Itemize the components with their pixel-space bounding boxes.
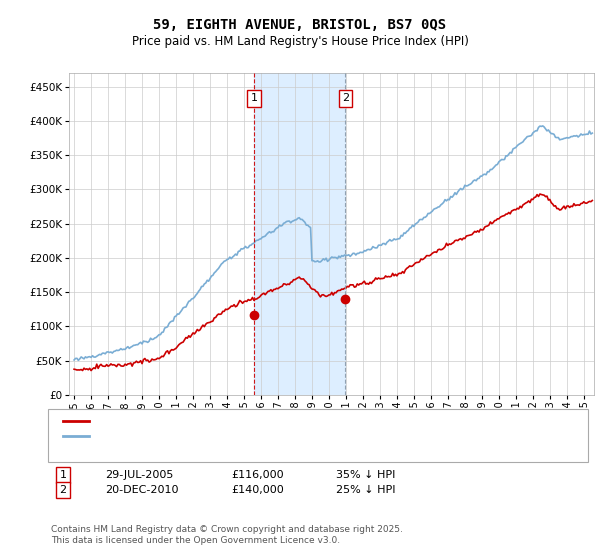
Text: £140,000: £140,000 bbox=[231, 485, 284, 495]
Text: 59, EIGHTH AVENUE, BRISTOL, BS7 0QS (semi-detached house): 59, EIGHTH AVENUE, BRISTOL, BS7 0QS (sem… bbox=[93, 416, 423, 426]
Text: 29-JUL-2005: 29-JUL-2005 bbox=[105, 470, 173, 480]
Text: 2: 2 bbox=[342, 94, 349, 104]
Text: 20-DEC-2010: 20-DEC-2010 bbox=[105, 485, 179, 495]
Bar bbox=[254, 73, 346, 395]
Text: 25% ↓ HPI: 25% ↓ HPI bbox=[336, 485, 395, 495]
Text: 2: 2 bbox=[59, 485, 67, 495]
Text: HPI: Average price, semi-detached house, South Gloucestershire: HPI: Average price, semi-detached house,… bbox=[93, 431, 431, 441]
Text: 1: 1 bbox=[250, 94, 257, 104]
Text: 59, EIGHTH AVENUE, BRISTOL, BS7 0QS: 59, EIGHTH AVENUE, BRISTOL, BS7 0QS bbox=[154, 18, 446, 32]
Text: Price paid vs. HM Land Registry's House Price Index (HPI): Price paid vs. HM Land Registry's House … bbox=[131, 35, 469, 49]
Text: 35% ↓ HPI: 35% ↓ HPI bbox=[336, 470, 395, 480]
Text: 1: 1 bbox=[59, 470, 67, 480]
Text: Contains HM Land Registry data © Crown copyright and database right 2025.
This d: Contains HM Land Registry data © Crown c… bbox=[51, 525, 403, 545]
Text: £116,000: £116,000 bbox=[231, 470, 284, 480]
